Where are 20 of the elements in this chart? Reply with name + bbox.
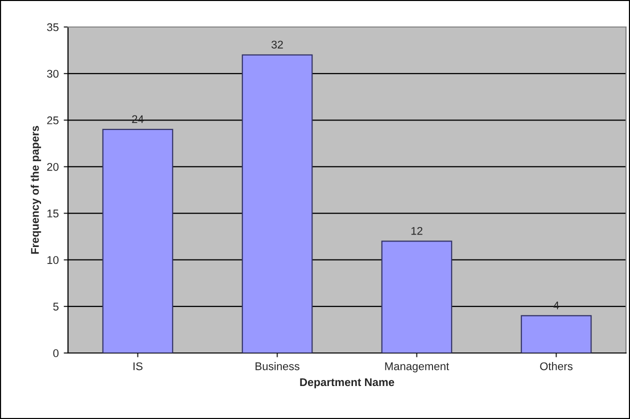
- y-tick-label: 15: [47, 210, 59, 218]
- data-label: 32: [271, 40, 283, 49]
- y-tick-label: 30: [47, 70, 59, 78]
- x-tick-label: IS: [134, 362, 142, 370]
- y-axis-title: Frequency of the papers: [30, 126, 42, 254]
- y-tick-label: 0: [53, 349, 59, 358]
- y-tick-label: 20: [47, 162, 59, 171]
- bar: [520, 315, 592, 353]
- bar: [381, 240, 452, 353]
- x-tick-label: Management: [385, 362, 450, 372]
- data-label: 12: [411, 227, 422, 235]
- y-tick-label: 10: [47, 256, 59, 264]
- x-axis-title: Department Name: [300, 378, 394, 388]
- x-tick-label: Others: [540, 362, 573, 370]
- bar: [242, 54, 313, 353]
- bar: [102, 128, 174, 353]
- y-tick-label: 25: [47, 116, 59, 124]
- x-tick-label: Business: [256, 362, 300, 370]
- y-tick-label: 35: [47, 23, 59, 32]
- y-tick-label: 5: [53, 302, 59, 311]
